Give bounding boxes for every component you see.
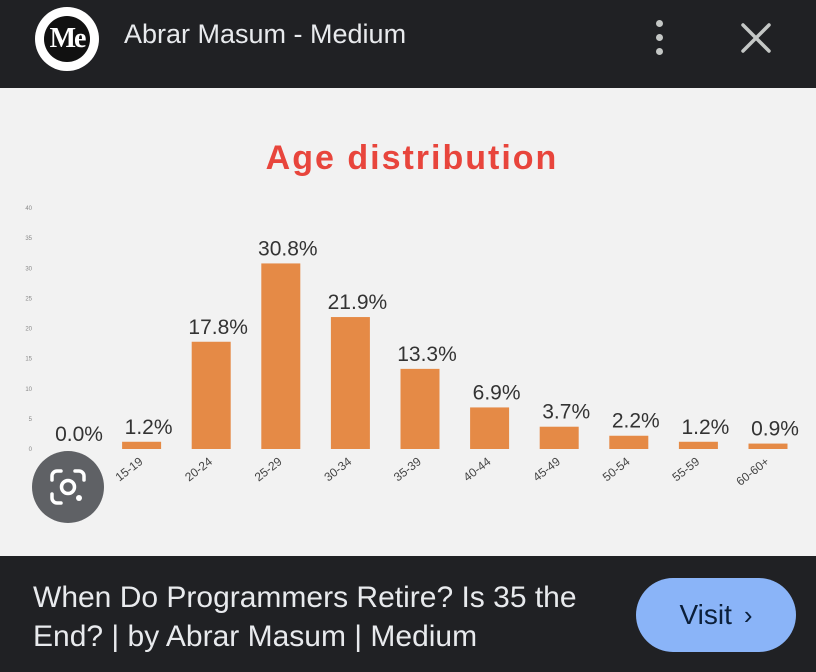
- y-tick-label: 25: [25, 296, 32, 302]
- data-labels: 0.0% 1.2% 17.8% 30.8% 21.9% 13.3% 6.9% 3.7% 2.2%…: [55, 237, 799, 446]
- bar: [609, 435, 649, 449]
- y-tick-label: 15: [25, 357, 32, 363]
- site-title: Abrar Masum - Medium: [124, 19, 407, 49]
- data-label: 21.9%: [328, 291, 388, 314]
- x-tick-label: 15-19: [113, 454, 146, 484]
- visit-label: Visit: [679, 599, 732, 630]
- y-axis: 0 5 10 15 20 25 30 35 40: [25, 206, 32, 453]
- y-tick-label: 30: [25, 266, 32, 272]
- result-footer: When Do Programmers Retire? Is 35 the En…: [0, 556, 816, 672]
- data-label: 1.2%: [681, 416, 729, 439]
- bar: [330, 317, 370, 449]
- y-tick-label: 5: [29, 417, 33, 423]
- data-label: 6.9%: [473, 381, 521, 404]
- bar: [470, 407, 510, 449]
- y-tick-label: 40: [25, 206, 32, 212]
- chart-title: Age distribution: [266, 139, 559, 177]
- x-tick-label: 60-60+: [734, 454, 772, 488]
- y-tick-label: 20: [25, 327, 32, 333]
- x-tick-label: 45-49: [530, 454, 563, 484]
- bar: [539, 426, 579, 449]
- more-options-button[interactable]: [640, 14, 680, 62]
- data-label: 30.8%: [258, 237, 318, 260]
- bar: [122, 441, 162, 449]
- bar: [191, 341, 231, 449]
- x-tick-label: 30-34: [321, 454, 354, 484]
- close-icon: [741, 23, 771, 53]
- data-label: 0.0%: [55, 423, 103, 446]
- data-label: 13.3%: [397, 343, 457, 366]
- bar: [748, 443, 788, 449]
- chevron-right-icon: ›: [743, 599, 753, 630]
- visit-button[interactable]: Visit ›: [636, 578, 796, 652]
- data-label: 2.2%: [612, 410, 660, 433]
- close-button[interactable]: [734, 16, 778, 60]
- lens-button[interactable]: [32, 451, 104, 523]
- data-label: 0.9%: [751, 418, 799, 441]
- age-distribution-chart: Age distribution 0 5 10 15 20 25 30 35 40 0.0% 1.…: [25, 139, 799, 489]
- medium-logo: Me: [35, 7, 99, 71]
- result-title[interactable]: When Do Programmers Retire? Is 35 the En…: [33, 581, 577, 653]
- y-tick-label: 0: [29, 447, 33, 453]
- x-tick-label: 20-24: [182, 454, 215, 484]
- top-bar: Me Abrar Masum - Medium: [0, 0, 816, 88]
- data-label: 17.8%: [188, 316, 248, 339]
- image-preview[interactable]: Age distribution 0 5 10 15 20 25 30 35 40 0.0% 1.…: [0, 88, 816, 556]
- data-label: 3.7%: [542, 401, 590, 424]
- data-label: 1.2%: [125, 416, 173, 439]
- bar: [678, 441, 718, 449]
- bars: [122, 263, 788, 449]
- x-tick-label: 35-39: [391, 454, 424, 484]
- google-lens-icon: [50, 469, 86, 505]
- x-tick-label: 55-59: [669, 454, 702, 484]
- medium-logo-text: Me: [44, 16, 90, 62]
- x-tick-label: 40-44: [461, 454, 494, 484]
- y-tick-label: 10: [25, 387, 32, 393]
- y-tick-label: 35: [25, 236, 32, 242]
- x-tick-label: 50-54: [600, 454, 633, 484]
- x-axis: 0-1415-1920-2425-2930-3435-3940-4445-495…: [48, 454, 772, 488]
- bar: [261, 263, 301, 449]
- x-tick-label: 25-29: [252, 454, 285, 484]
- bar: [400, 368, 440, 449]
